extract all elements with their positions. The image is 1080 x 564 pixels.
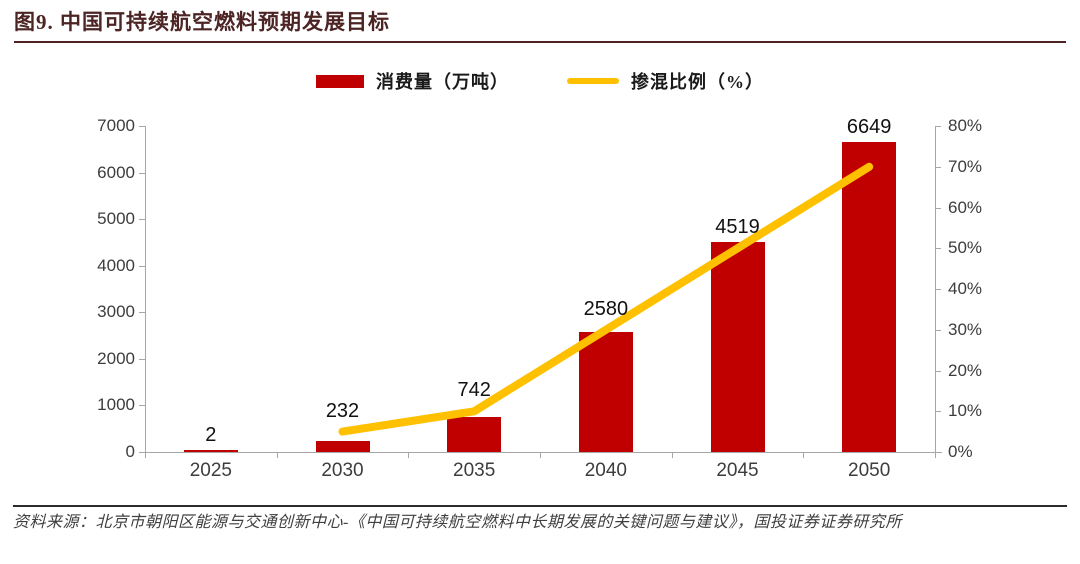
right-axis-tick [935,289,941,290]
right-axis-tick [935,126,941,127]
bar-2050 [842,142,897,452]
x-axis-category-label: 2035 [453,460,496,481]
right-axis-tick-label: 80% [948,116,983,135]
bar-value-label: 4519 [715,215,760,238]
right-axis-tick-label: 70% [948,156,983,176]
right-axis-tick [935,207,941,209]
right-axis-tick [935,329,941,331]
x-axis-tick [540,452,541,458]
x-axis-tick [145,452,146,458]
bar-value-label: 6649 [846,116,892,139]
left-axis-tick-label: 3000 [97,302,135,322]
left-axis-line [145,126,146,452]
left-axis-tick [139,452,145,453]
chart-legend: 消费量（万吨） 掺混比例（%） [0,68,1080,94]
x-axis-tick [276,452,278,458]
left-axis-tick-label: 5000 [97,209,135,229]
right-axis-tick-label: 10% [948,401,983,421]
x-axis-tick [671,452,673,458]
left-axis-tick [139,358,145,360]
right-axis-tick [935,370,941,372]
left-axis-tick [139,312,145,314]
figure-title: 图9. 中国可持续航空燃料预期发展目标 [14,10,390,34]
legend-item-line: 掺混比例（%） [567,68,764,94]
right-axis-tick-label: 50% [948,238,983,258]
left-axis-tick [139,265,145,267]
left-axis-tick-label: 4000 [97,255,135,275]
x-axis-category-label: 2025 [189,460,232,481]
right-axis-tick-label: 0% [948,442,973,461]
bar-swatch-icon [316,74,364,88]
right-axis-tick [935,248,941,250]
bar-value-label: 232 [325,399,360,422]
source-note: 资料来源：北京市朝阳区能源与交通创新中心-《中国可持续航空燃料中长期发展的关键问… [13,514,902,531]
x-axis-category-label: 2045 [716,460,759,481]
legend-label: 掺混比例（%） [631,72,764,92]
x-axis-tick [408,452,410,458]
left-axis-tick [139,405,145,407]
right-axis-tick-label: 40% [948,279,983,298]
x-axis-category-label: 2040 [584,460,627,481]
bar-2040 [578,331,633,452]
bar-2025 [183,450,238,452]
x-axis-category-label: 2030 [321,460,364,481]
bar-2045 [710,241,765,452]
right-axis-tick-label: 60% [948,197,983,217]
legend-label: 消费量（万吨） [376,72,509,92]
left-axis-tick-label: 6000 [97,162,135,182]
right-axis-tick-label: 30% [948,319,983,339]
left-axis-tick [139,172,145,174]
left-axis-tick [139,219,145,221]
right-axis-tick [935,166,941,168]
bar-2035 [447,417,502,452]
x-axis-tick [803,452,805,458]
left-axis-tick-label: 2000 [97,348,135,368]
x-axis-category-label: 2050 [848,460,891,481]
line-swatch-icon [567,78,619,84]
right-axis-tick-label: 20% [948,360,983,380]
title-underline [14,41,1066,43]
footer-divider [13,505,1067,507]
x-axis-tick [935,452,936,458]
left-axis-tick-label: 7000 [97,116,135,135]
left-axis-tick [139,126,145,127]
legend-item-bar: 消费量（万吨） [316,68,509,94]
left-axis-tick-label: 1000 [97,395,135,415]
bar-value-label: 742 [457,379,491,402]
bar-2030 [315,441,370,452]
left-axis-tick-label: 0 [125,442,135,461]
right-axis-tick [935,411,941,413]
right-axis-tick [935,452,941,453]
bar-value-label: 2580 [583,297,629,320]
bar-value-label: 2 [205,424,217,446]
